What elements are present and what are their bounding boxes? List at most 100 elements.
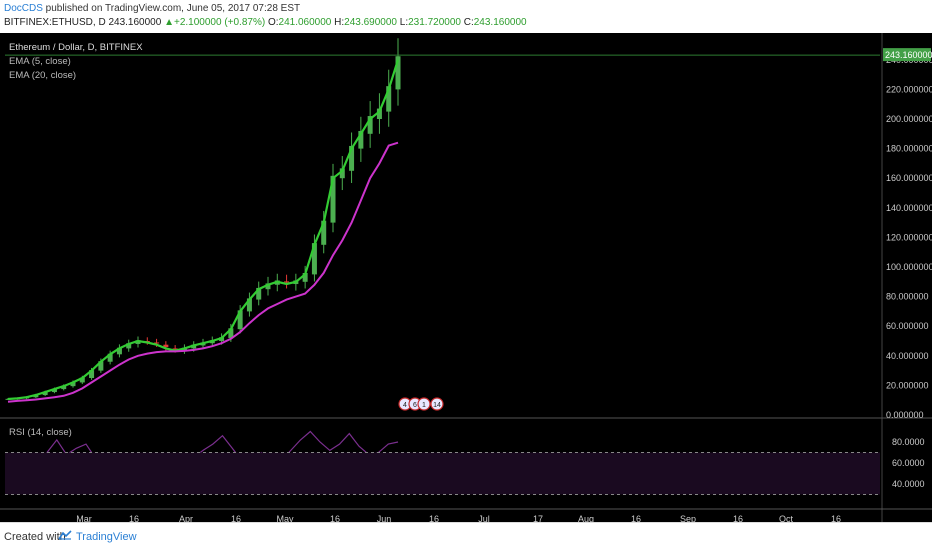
chart-background xyxy=(0,33,932,522)
time-tick-label: Jun xyxy=(377,514,392,522)
price-change: +2.100000 (+0.87%) xyxy=(174,17,266,28)
price-tick-label: 180.000000 xyxy=(886,144,932,154)
price-tick-label: 160.000000 xyxy=(886,173,932,183)
quote-line: BITFINEX:ETHUSD, D 243.160000 ▲+2.100000… xyxy=(4,17,527,28)
candle-body xyxy=(191,344,197,349)
rsi-line xyxy=(7,430,399,478)
open-label: O: xyxy=(267,17,279,28)
candle-body xyxy=(246,298,252,312)
time-tick-label: Sep xyxy=(680,514,696,522)
close-label: C: xyxy=(463,17,474,28)
candle-body xyxy=(311,243,317,275)
candle-body xyxy=(5,398,11,400)
candle-body xyxy=(116,347,122,355)
time-tick-label: 16 xyxy=(831,514,841,522)
time-tick-label: 16 xyxy=(231,514,241,522)
candle-body xyxy=(70,382,76,387)
low-value: 231.720000 xyxy=(408,17,461,28)
chart-title: Ethereum / Dollar, D, BITFINEX xyxy=(9,42,143,53)
ema5-legend[interactable]: EMA (5, close) xyxy=(9,56,71,67)
time-tick-label: 16 xyxy=(129,514,139,522)
price-tick-label: 220.000000 xyxy=(886,84,932,94)
candle-body xyxy=(339,168,345,179)
up-arrow-icon: ▲ xyxy=(164,17,174,28)
candle-body xyxy=(163,344,169,348)
last-price-tag xyxy=(883,48,931,62)
rsi-tick-label: 40.0000 xyxy=(892,479,925,489)
chart-svg[interactable]: 240.000000220.000000200.000000180.000000… xyxy=(0,33,932,522)
candle-body xyxy=(367,116,373,134)
time-tick-label: Aug xyxy=(578,514,594,522)
created-with-text: Created with xyxy=(4,531,66,543)
rsi-tick-label: 60.0000 xyxy=(892,458,925,468)
candle-body xyxy=(98,361,104,371)
candle-body xyxy=(89,370,95,378)
candle-body xyxy=(79,377,85,383)
rsi-tick-label: 80.0000 xyxy=(892,437,925,447)
candle-body xyxy=(256,287,262,300)
candle-body xyxy=(228,328,234,339)
price-tick-label: 40.000000 xyxy=(886,351,929,361)
price-tick-label: 120.000000 xyxy=(886,232,932,242)
last-price-label: 243.160000 xyxy=(885,50,932,60)
price-tick-label: 200.000000 xyxy=(886,114,932,124)
chart-area[interactable]: 240.000000220.000000200.000000180.000000… xyxy=(0,33,932,522)
time-tick-label: Mar xyxy=(76,514,92,522)
candle-body xyxy=(42,391,48,396)
time-tick-label: 16 xyxy=(733,514,743,522)
candle-body xyxy=(284,281,290,283)
candle-body xyxy=(154,342,160,344)
event-badge-label: 1 xyxy=(422,402,426,409)
price-tick-label: 80.000000 xyxy=(886,292,929,302)
candle-body xyxy=(330,175,336,223)
open-value: 241.060000 xyxy=(278,17,332,28)
ema5-line xyxy=(7,59,400,401)
candle-body xyxy=(172,348,178,350)
ema20-legend[interactable]: EMA (20, close) xyxy=(9,70,76,81)
tradingview-logo-icon xyxy=(58,530,72,540)
time-tick-label: Jul xyxy=(478,514,490,522)
price-tick-label: 20.000000 xyxy=(886,380,929,390)
price-tick-label: 100.000000 xyxy=(886,262,932,272)
candle-body xyxy=(358,130,364,149)
candle-body xyxy=(395,56,401,90)
close-value: 243.160000 xyxy=(473,17,527,28)
header: DocCDS published on TradingView.com, Jun… xyxy=(0,0,932,33)
time-tick-label: Oct xyxy=(779,514,794,522)
ema20-line xyxy=(7,141,399,403)
time-tick-label: 16 xyxy=(631,514,641,522)
rsi-band xyxy=(5,452,880,495)
candle-body xyxy=(302,272,308,282)
event-badge xyxy=(417,397,431,411)
candle-body xyxy=(349,145,355,171)
publish-line: DocCDS published on TradingView.com, Jun… xyxy=(4,3,300,14)
event-badge xyxy=(430,397,444,411)
time-tick-label: 16 xyxy=(330,514,340,522)
event-badge-label: 4 xyxy=(403,402,407,409)
event-badge-label: 14 xyxy=(433,402,441,409)
last-price: 243.160000 xyxy=(108,17,162,28)
time-tick-label: 16 xyxy=(429,514,439,522)
price-tick-label: 60.000000 xyxy=(886,321,929,331)
candle-body xyxy=(265,283,271,290)
high-value: 243.690000 xyxy=(344,17,397,28)
footer: Created with TradingView xyxy=(0,522,932,551)
candle-body xyxy=(237,310,243,330)
price-tick-label: 140.000000 xyxy=(886,203,932,213)
time-tick-label: May xyxy=(276,514,294,522)
time-tick-label: Apr xyxy=(179,514,193,522)
candle-body xyxy=(321,220,327,245)
candle-body xyxy=(126,343,132,349)
tradingview-brand[interactable]: TradingView xyxy=(76,531,137,543)
rsi-legend[interactable]: RSI (14, close) xyxy=(9,427,72,438)
candle-body xyxy=(51,388,57,393)
candle-body xyxy=(376,108,382,119)
event-badge-label: 6 xyxy=(413,402,417,409)
author-link[interactable]: DocCDS xyxy=(4,3,43,14)
candle-body xyxy=(107,353,113,362)
low-label: L: xyxy=(399,17,409,28)
publish-text: published on TradingView.com, June 05, 2… xyxy=(42,3,301,14)
candle-body xyxy=(386,86,392,112)
candle-body xyxy=(61,385,67,390)
symbol-label: BITFINEX:ETHUSD, D xyxy=(4,17,106,28)
